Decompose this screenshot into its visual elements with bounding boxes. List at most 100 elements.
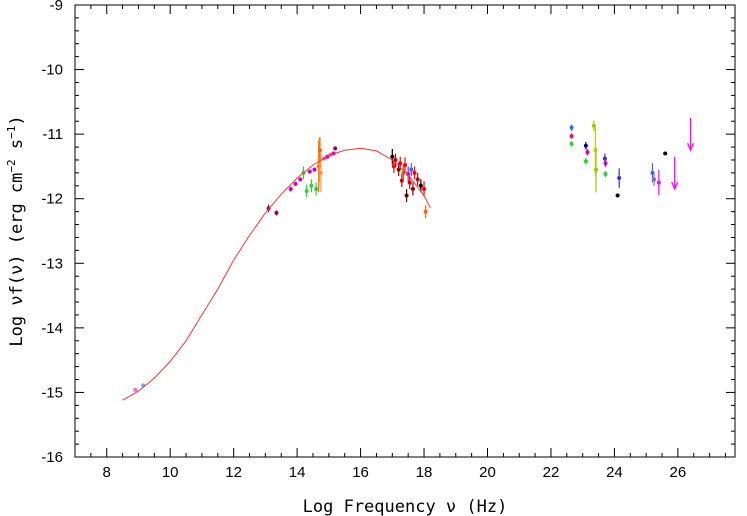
- point-marker: [615, 193, 620, 198]
- point-marker: [603, 161, 608, 166]
- point-marker: [298, 177, 303, 182]
- point-marker: [569, 134, 574, 139]
- data-point: [333, 146, 338, 151]
- point-marker: [415, 177, 420, 182]
- data-point: [585, 148, 590, 156]
- x-tick-label: 24: [606, 464, 623, 481]
- data-point: [133, 387, 138, 392]
- y-tick-label: -13: [41, 255, 63, 272]
- point-marker: [583, 143, 588, 148]
- data-point: [594, 147, 599, 193]
- data-point: [274, 210, 279, 216]
- point-marker: [617, 176, 622, 181]
- point-marker: [663, 151, 668, 156]
- upper-limits: [671, 118, 695, 191]
- x-tick-label: 16: [352, 464, 369, 481]
- data-point: [309, 179, 314, 193]
- point-marker: [304, 188, 309, 193]
- point-marker: [318, 170, 323, 175]
- data-point: [652, 172, 657, 186]
- point-marker: [399, 178, 404, 183]
- x-tick-label: 14: [289, 464, 306, 481]
- y-label-mid: s: [7, 139, 27, 159]
- point-marker: [316, 164, 321, 169]
- x-tick-label: 20: [479, 464, 496, 481]
- upper-limit-arrow: [671, 156, 679, 191]
- point-marker: [583, 159, 588, 164]
- x-axis: 8 10 12 14 16 18 20 22 24 26: [74, 5, 726, 481]
- y-axis: -16 -15 -14 -13 -12 -11 -10 -9: [41, 0, 735, 466]
- point-marker: [412, 170, 417, 175]
- data-point: [617, 168, 622, 188]
- y-tick-label: -11: [42, 126, 63, 143]
- x-tick-label: 10: [162, 464, 179, 481]
- y-label-end: ): [7, 115, 27, 125]
- y-label-main: Log νf(ν) (erg cm: [7, 173, 27, 347]
- data-point: [663, 151, 668, 156]
- plot-frame: [74, 4, 736, 458]
- point-marker: [393, 157, 398, 162]
- data-point: [403, 157, 407, 173]
- point-marker: [585, 150, 590, 155]
- x-tick-label: 8: [103, 464, 111, 481]
- point-marker: [390, 154, 395, 159]
- data-point: [314, 182, 319, 196]
- y-tick-label: -9: [50, 0, 63, 14]
- point-marker: [422, 187, 427, 192]
- x-tick-label: 12: [225, 464, 242, 481]
- data-point: [656, 169, 661, 196]
- point-marker: [409, 167, 414, 172]
- data-point: [404, 189, 409, 202]
- x-tick-label: 22: [543, 464, 560, 481]
- data-points: [133, 120, 668, 392]
- point-marker: [398, 161, 403, 166]
- x-axis-label: Log Frequency ν (Hz): [303, 497, 508, 516]
- point-marker: [317, 148, 322, 153]
- data-point: [412, 166, 417, 180]
- point-marker: [594, 167, 599, 172]
- y-tick-label: -15: [41, 384, 63, 401]
- data-point: [304, 184, 309, 198]
- y-tick-label: -12: [41, 191, 63, 208]
- data-point: [298, 177, 303, 182]
- data-point: [423, 205, 428, 219]
- y-label-exp2: −1: [5, 126, 18, 139]
- data-point: [409, 163, 414, 177]
- data-point: [390, 148, 395, 165]
- point-marker: [333, 146, 338, 151]
- data-point: [407, 176, 412, 190]
- point-marker: [569, 125, 574, 130]
- point-marker: [404, 193, 409, 198]
- data-point: [615, 193, 620, 198]
- point-marker: [309, 183, 314, 188]
- point-marker: [133, 387, 138, 392]
- data-point: [317, 137, 322, 164]
- x-tick-label: 18: [416, 464, 433, 481]
- data-point: [312, 167, 317, 172]
- y-tick-label: -10: [41, 62, 63, 79]
- point-marker: [423, 209, 428, 214]
- point-marker: [288, 187, 293, 192]
- model-curve: [122, 147, 431, 401]
- data-point: [569, 124, 574, 131]
- data-point: [569, 141, 574, 147]
- data-point: [399, 174, 404, 188]
- point-marker: [274, 210, 279, 215]
- arrow-head: [671, 181, 679, 191]
- arrow-head: [686, 143, 695, 152]
- point-marker: [418, 183, 423, 188]
- point-marker: [312, 167, 317, 172]
- y-axis-label: Log νf(ν) (erg cm−2 s−1): [5, 115, 27, 346]
- data-point: [583, 158, 588, 165]
- point-marker: [656, 180, 661, 185]
- y-tick-label: -14: [41, 320, 63, 337]
- data-point: [307, 169, 312, 174]
- y-label-exp1: −2: [5, 159, 18, 172]
- data-point: [583, 141, 588, 150]
- y-tick-label: -16: [41, 449, 63, 466]
- data-point: [418, 179, 423, 193]
- data-point: [603, 170, 608, 178]
- point-marker: [603, 172, 608, 177]
- point-marker: [307, 169, 312, 174]
